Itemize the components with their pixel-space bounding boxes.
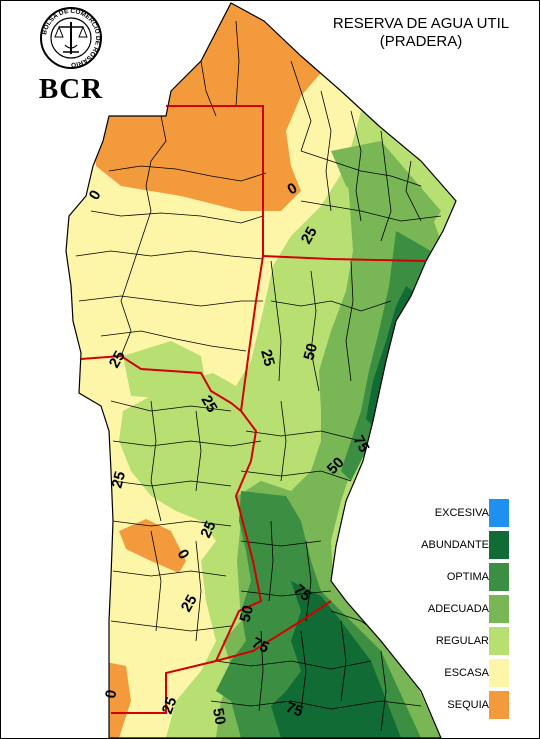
legend-item: SEQUIA	[397, 690, 535, 719]
province-borders	[80, 105, 427, 714]
legend-label: OPTIMA	[446, 571, 489, 583]
contour-label: 75	[350, 433, 373, 456]
contour-label: 75	[284, 699, 305, 721]
legend-swatch	[489, 659, 509, 687]
map-title: RESERVA DE AGUA UTIL (PRADERA)	[297, 15, 539, 51]
contour-label: 25	[197, 518, 219, 540]
zone-sequia-southwest	[119, 519, 186, 573]
contour-label: 25	[298, 224, 321, 247]
legend-item: ADECUADA	[397, 594, 535, 623]
legend-swatch	[489, 595, 509, 623]
zone-adecuada-northeast	[331, 141, 441, 241]
title-line-2: (PRADERA)	[379, 33, 463, 50]
legend-item: EXCESIVA	[397, 498, 535, 527]
contour-label: 75	[249, 634, 271, 656]
legend-swatch	[489, 691, 509, 719]
contour-label: 25	[108, 470, 129, 491]
contour-label: 25	[178, 592, 201, 615]
legend-swatch	[489, 627, 509, 655]
legend-label: EXCESIVA	[434, 507, 489, 519]
legend-item: REGULAR	[397, 626, 535, 655]
legend-label: SEQUIA	[447, 699, 489, 711]
contour-label: 25	[257, 348, 278, 369]
legend-swatch	[489, 499, 509, 527]
logo-wordmark: BCR	[38, 73, 104, 105]
legend-item: OPTIMA	[397, 562, 535, 591]
contour-label: 25	[159, 695, 181, 716]
region-outline	[65, 2, 457, 738]
legend-label: ADECUADA	[427, 603, 489, 615]
contour-label: 50	[236, 604, 257, 625]
legend-swatch	[489, 563, 509, 591]
seal-icon: BOLSA DE COMERCIO DE ROSARIO	[40, 7, 102, 69]
contour-label: 50	[209, 707, 229, 726]
legend-item: ABUNDANTE	[397, 530, 535, 559]
bcr-logo: BOLSA DE COMERCIO DE ROSARIO BCR	[29, 5, 113, 105]
legend-label: ESCASA	[444, 667, 489, 679]
contour-label: 25	[106, 348, 129, 371]
legend-swatch	[489, 531, 509, 559]
contour-label: 0	[102, 689, 120, 700]
contour-label: 25	[198, 393, 221, 416]
legend-label: REGULAR	[435, 635, 489, 647]
legend-label: ABUNDANTE	[421, 539, 489, 551]
title-line-1: RESERVA DE AGUA UTIL	[332, 15, 510, 32]
zone-optima-center	[253, 511, 276, 539]
contour-label: 50	[300, 342, 321, 363]
legend-item: ESCASA	[397, 658, 535, 687]
district-boundaries	[75, 20, 442, 732]
